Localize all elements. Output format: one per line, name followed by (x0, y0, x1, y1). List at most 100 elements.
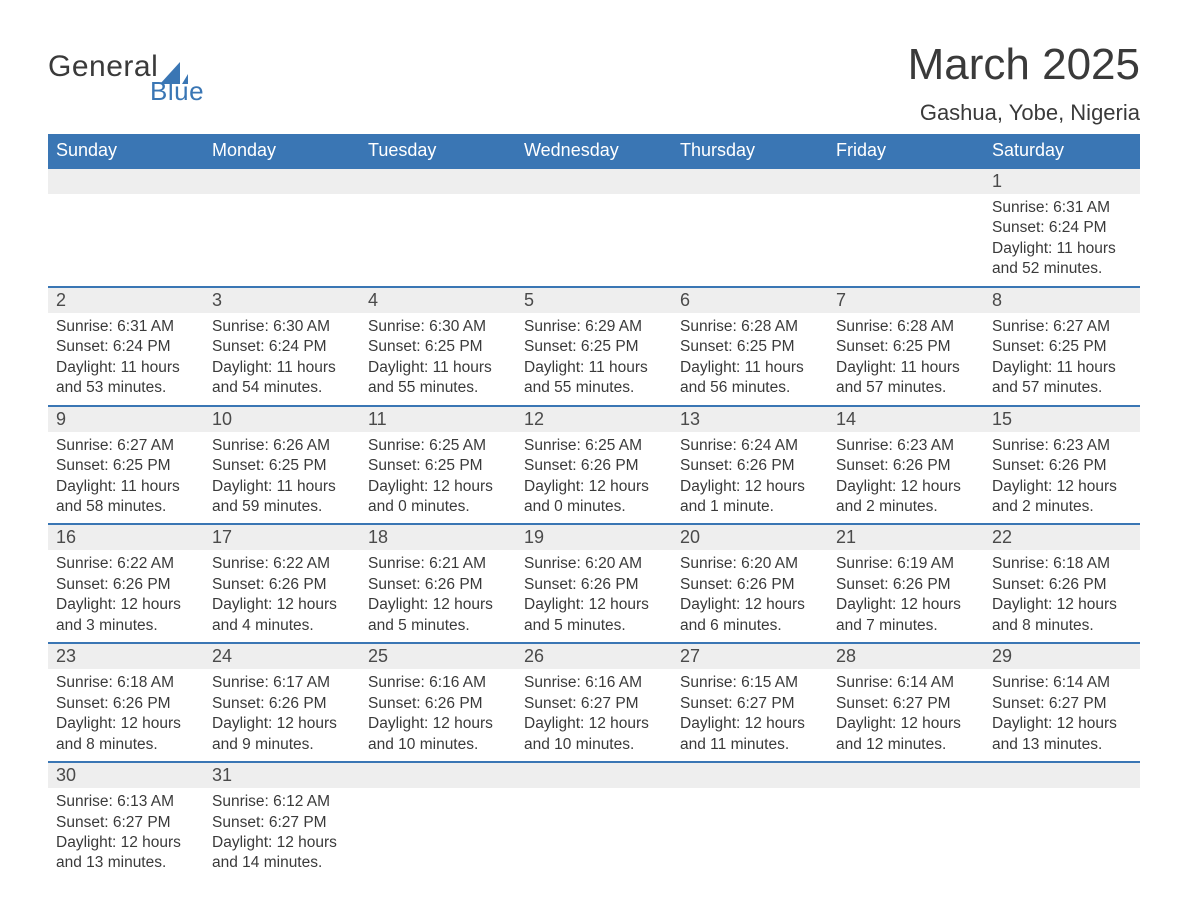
day-number (360, 762, 516, 788)
day-details: Sunrise: 6:19 AMSunset: 6:26 PMDaylight:… (828, 550, 984, 643)
day-details: Sunrise: 6:29 AMSunset: 6:25 PMDaylight:… (516, 313, 672, 406)
day-details-row: Sunrise: 6:27 AMSunset: 6:25 PMDaylight:… (48, 432, 1140, 525)
day-number: 20 (672, 524, 828, 550)
daylight: Daylight: 12 hours and 4 minutes. (212, 595, 352, 636)
day-number-row: 16171819202122 (48, 524, 1140, 550)
day-number: 29 (984, 643, 1140, 669)
day-number: 23 (48, 643, 204, 669)
sunset: Sunset: 6:27 PM (524, 694, 664, 714)
day-details (828, 194, 984, 287)
daylight: Daylight: 11 hours and 58 minutes. (56, 477, 196, 518)
sunrise: Sunrise: 6:18 AM (992, 554, 1132, 574)
sunset: Sunset: 6:26 PM (680, 456, 820, 476)
sunrise: Sunrise: 6:31 AM (992, 198, 1132, 218)
day-number-row: 1 (48, 168, 1140, 194)
day-details: Sunrise: 6:25 AMSunset: 6:25 PMDaylight:… (360, 432, 516, 525)
sunset: Sunset: 6:25 PM (212, 456, 352, 476)
logo: General Blue (48, 50, 204, 107)
day-number: 31 (204, 762, 360, 788)
sunrise: Sunrise: 6:14 AM (836, 673, 976, 693)
day-details: Sunrise: 6:27 AMSunset: 6:25 PMDaylight:… (48, 432, 204, 525)
day-number: 24 (204, 643, 360, 669)
day-details: Sunrise: 6:18 AMSunset: 6:26 PMDaylight:… (984, 550, 1140, 643)
sunrise: Sunrise: 6:24 AM (680, 436, 820, 456)
day-number (828, 762, 984, 788)
daylight: Daylight: 12 hours and 7 minutes. (836, 595, 976, 636)
sunset: Sunset: 6:26 PM (56, 694, 196, 714)
sunrise: Sunrise: 6:22 AM (212, 554, 352, 574)
calendar-table: Sunday Monday Tuesday Wednesday Thursday… (48, 134, 1140, 880)
sunrise: Sunrise: 6:21 AM (368, 554, 508, 574)
sunset: Sunset: 6:25 PM (368, 337, 508, 357)
day-details: Sunrise: 6:31 AMSunset: 6:24 PMDaylight:… (48, 313, 204, 406)
day-details (516, 788, 672, 880)
location: Gashua, Yobe, Nigeria (908, 100, 1140, 126)
day-details: Sunrise: 6:21 AMSunset: 6:26 PMDaylight:… (360, 550, 516, 643)
day-details (672, 788, 828, 880)
sunrise: Sunrise: 6:30 AM (368, 317, 508, 337)
day-header: Sunday (48, 134, 204, 168)
day-header: Monday (204, 134, 360, 168)
day-number: 16 (48, 524, 204, 550)
sunrise: Sunrise: 6:30 AM (212, 317, 352, 337)
day-number-row: 3031 (48, 762, 1140, 788)
sunset: Sunset: 6:25 PM (56, 456, 196, 476)
day-number: 13 (672, 406, 828, 432)
sunset: Sunset: 6:27 PM (680, 694, 820, 714)
day-number: 15 (984, 406, 1140, 432)
sunrise: Sunrise: 6:15 AM (680, 673, 820, 693)
daylight: Daylight: 12 hours and 12 minutes. (836, 714, 976, 755)
day-number: 26 (516, 643, 672, 669)
sunrise: Sunrise: 6:16 AM (524, 673, 664, 693)
sunrise: Sunrise: 6:14 AM (992, 673, 1132, 693)
sunrise: Sunrise: 6:17 AM (212, 673, 352, 693)
sunset: Sunset: 6:26 PM (992, 456, 1132, 476)
day-number-row: 2345678 (48, 287, 1140, 313)
day-details: Sunrise: 6:25 AMSunset: 6:26 PMDaylight:… (516, 432, 672, 525)
sunrise: Sunrise: 6:12 AM (212, 792, 352, 812)
day-number (360, 168, 516, 194)
sunset: Sunset: 6:25 PM (680, 337, 820, 357)
day-header: Friday (828, 134, 984, 168)
sunrise: Sunrise: 6:16 AM (368, 673, 508, 693)
day-number (984, 762, 1140, 788)
day-header: Wednesday (516, 134, 672, 168)
daylight: Daylight: 12 hours and 8 minutes. (992, 595, 1132, 636)
sunset: Sunset: 6:26 PM (56, 575, 196, 595)
day-details: Sunrise: 6:30 AMSunset: 6:25 PMDaylight:… (360, 313, 516, 406)
day-details: Sunrise: 6:23 AMSunset: 6:26 PMDaylight:… (984, 432, 1140, 525)
day-details: Sunrise: 6:30 AMSunset: 6:24 PMDaylight:… (204, 313, 360, 406)
sunrise: Sunrise: 6:18 AM (56, 673, 196, 693)
daylight: Daylight: 12 hours and 5 minutes. (524, 595, 664, 636)
day-details-row: Sunrise: 6:22 AMSunset: 6:26 PMDaylight:… (48, 550, 1140, 643)
sunset: Sunset: 6:26 PM (524, 456, 664, 476)
day-number (48, 168, 204, 194)
day-details (48, 194, 204, 287)
day-number: 17 (204, 524, 360, 550)
sunrise: Sunrise: 6:23 AM (836, 436, 976, 456)
sunset: Sunset: 6:26 PM (836, 456, 976, 476)
day-details: Sunrise: 6:16 AMSunset: 6:26 PMDaylight:… (360, 669, 516, 762)
sunset: Sunset: 6:26 PM (680, 575, 820, 595)
daylight: Daylight: 11 hours and 55 minutes. (524, 358, 664, 399)
header: General Blue March 2025 Gashua, Yobe, Ni… (48, 40, 1140, 126)
daylight: Daylight: 12 hours and 2 minutes. (836, 477, 976, 518)
day-details: Sunrise: 6:26 AMSunset: 6:25 PMDaylight:… (204, 432, 360, 525)
daylight: Daylight: 12 hours and 13 minutes. (992, 714, 1132, 755)
day-details: Sunrise: 6:22 AMSunset: 6:26 PMDaylight:… (204, 550, 360, 643)
day-number: 3 (204, 287, 360, 313)
day-details: Sunrise: 6:16 AMSunset: 6:27 PMDaylight:… (516, 669, 672, 762)
day-details (204, 194, 360, 287)
day-details: Sunrise: 6:27 AMSunset: 6:25 PMDaylight:… (984, 313, 1140, 406)
day-details: Sunrise: 6:24 AMSunset: 6:26 PMDaylight:… (672, 432, 828, 525)
day-details-row: Sunrise: 6:18 AMSunset: 6:26 PM Daylight:… (48, 669, 1140, 762)
sunset: Sunset: 6:26 PM (524, 575, 664, 595)
daylight: Daylight: 11 hours and 52 minutes. (992, 239, 1132, 280)
logo-text-general: General (48, 50, 158, 84)
day-header: Tuesday (360, 134, 516, 168)
daylight: Daylight: 12 hours and 0 minutes. (368, 477, 508, 518)
daylight: Daylight: 12 hours and 1 minute. (680, 477, 820, 518)
day-details: Sunrise: 6:28 AMSunset: 6:25 PMDaylight:… (828, 313, 984, 406)
sunset: Sunset: 6:25 PM (992, 337, 1132, 357)
daylight: Daylight: 12 hours and 14 minutes. (212, 833, 352, 874)
